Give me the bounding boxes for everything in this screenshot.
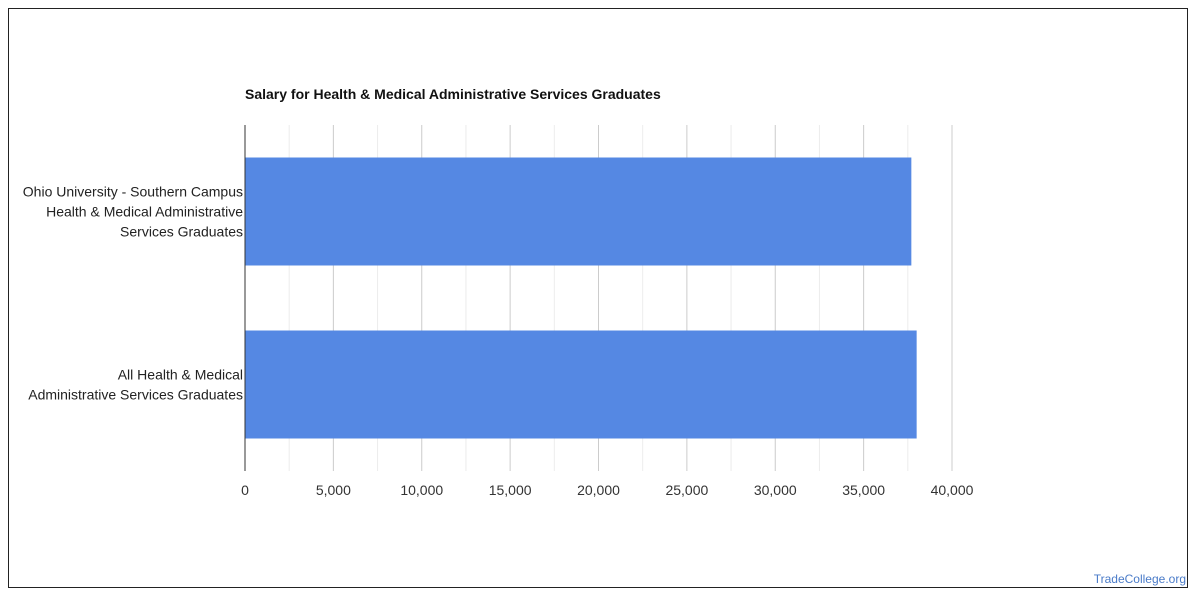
x-tick-label: 15,000 xyxy=(489,482,532,498)
category-label-line: Health & Medical Administrative xyxy=(46,204,243,220)
bar xyxy=(245,157,912,266)
watermark-link[interactable]: TradeCollege.org xyxy=(1093,572,1186,586)
x-tick-label: 20,000 xyxy=(577,482,620,498)
bar xyxy=(245,330,917,439)
category-label-line: Administrative Services Graduates xyxy=(28,387,243,403)
x-tick-labels: 0 5,000 10,000 15,000 20,000 25,000 30,000 35,0… xyxy=(241,482,974,498)
x-tick-label: 5,000 xyxy=(316,482,351,498)
x-tick-label: 30,000 xyxy=(754,482,797,498)
x-tick-label: 35,000 xyxy=(842,482,885,498)
category-labels: Ohio University - Southern Campus Health … xyxy=(23,184,243,403)
category-label-line: Services Graduates xyxy=(120,224,243,240)
category-label: All Health & Medical Administrative Servi… xyxy=(28,367,243,403)
category-label-line: All Health & Medical xyxy=(118,367,243,383)
category-label-line: Ohio University - Southern Campus xyxy=(23,184,243,200)
x-tick-label: 25,000 xyxy=(665,482,708,498)
x-tick-label: 0 xyxy=(241,482,249,498)
category-label: Ohio University - Southern Campus Health … xyxy=(23,184,243,240)
x-tick-label: 40,000 xyxy=(931,482,974,498)
x-tick-label: 10,000 xyxy=(400,482,443,498)
chart-title: Salary for Health & Medical Administrati… xyxy=(245,86,661,102)
bars xyxy=(245,157,917,439)
